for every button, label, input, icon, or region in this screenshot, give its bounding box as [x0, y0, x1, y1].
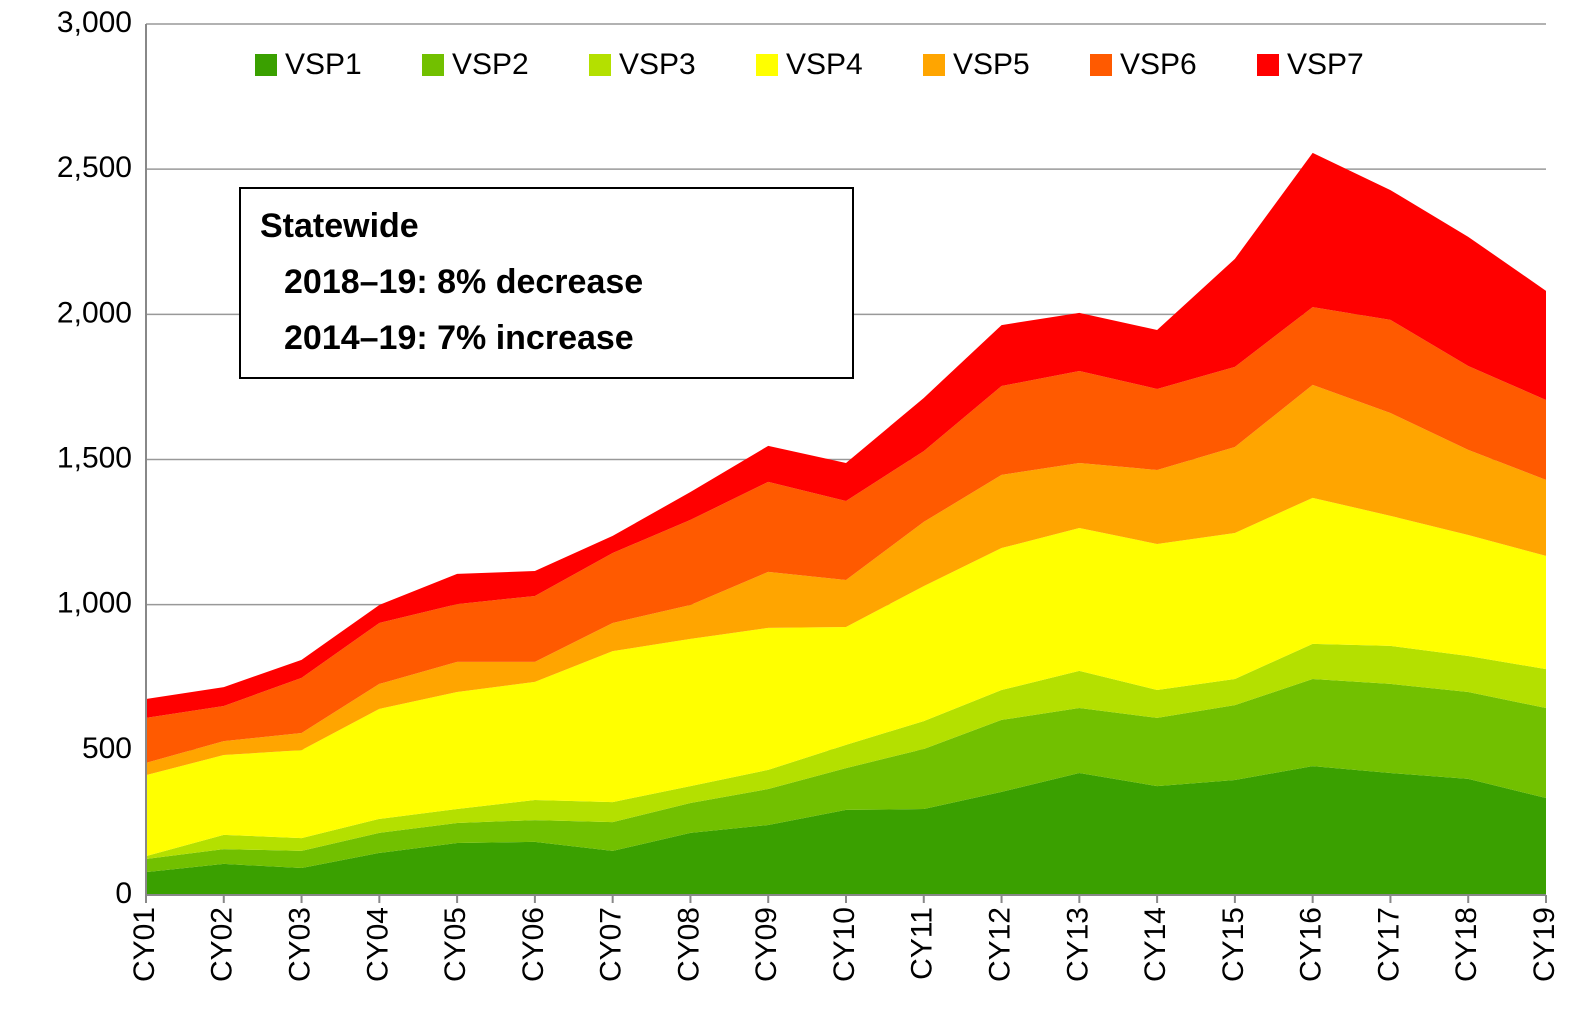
x-tick-label: CY16: [1295, 907, 1328, 982]
legend-label: VSP3: [619, 48, 696, 81]
x-tick-label: CY12: [983, 907, 1016, 982]
y-tick-label: 1,000: [57, 587, 132, 620]
legend-swatch: [255, 54, 277, 76]
x-tick-label: CY07: [595, 907, 628, 982]
area: [146, 678, 1546, 873]
x-tick-label: CY09: [750, 907, 783, 982]
legend-label: VSP2: [452, 48, 529, 81]
x-tick-label: CY04: [361, 907, 394, 982]
area: [146, 643, 1546, 859]
x-tick-label: CY17: [1372, 907, 1405, 982]
x-tick-label: CY03: [283, 907, 316, 982]
annotation-title: Statewide: [260, 207, 419, 245]
legend-label: VSP5: [953, 48, 1030, 81]
area: [146, 497, 1546, 857]
legend-swatch: [756, 54, 778, 76]
y-tick-label: 1,500: [57, 441, 132, 474]
legend-swatch: [589, 54, 611, 76]
legend-label: VSP7: [1287, 48, 1364, 81]
y-tick-label: 2,500: [57, 151, 132, 184]
x-tick-label: CY10: [828, 907, 861, 982]
x-tick-label: CY19: [1528, 907, 1561, 982]
y-tick-label: 500: [82, 732, 132, 765]
x-tick-label: CY14: [1139, 907, 1172, 982]
x-tick-label: CY06: [517, 907, 550, 982]
legend-label: VSP6: [1120, 48, 1197, 81]
y-tick-label: 2,000: [57, 296, 132, 329]
annotation-line: 2018–19: 8% decrease: [284, 263, 643, 301]
x-tick-label: CY01: [128, 907, 161, 982]
annotation-box: [239, 187, 854, 379]
x-tick-label: CY08: [672, 907, 705, 982]
legend-label: VSP4: [786, 48, 863, 81]
x-tick-label: CY02: [206, 907, 239, 982]
x-tick-label: CY18: [1450, 907, 1483, 982]
x-tick-label: CY13: [1061, 907, 1094, 982]
legend-swatch: [1090, 54, 1112, 76]
areas: [146, 152, 1546, 895]
legend-swatch: [923, 54, 945, 76]
y-tick-label: 0: [115, 877, 132, 910]
legend-swatch: [1257, 54, 1279, 76]
x-tick-label: CY11: [906, 907, 939, 980]
x-tick-label: CY15: [1217, 907, 1250, 982]
area: [146, 152, 1546, 718]
x-tick-label: CY05: [439, 907, 472, 982]
legend-swatch: [422, 54, 444, 76]
legend-label: VSP1: [285, 48, 362, 81]
annotation-line: 2014–19: 7% increase: [284, 319, 634, 357]
area: [146, 766, 1546, 895]
area: [146, 307, 1546, 763]
y-tick-label: 3,000: [57, 6, 132, 39]
labels: 0 500 1,000 1,500 2,000 2,500 3,000 CY01 CY02 CY0…: [57, 6, 1561, 982]
